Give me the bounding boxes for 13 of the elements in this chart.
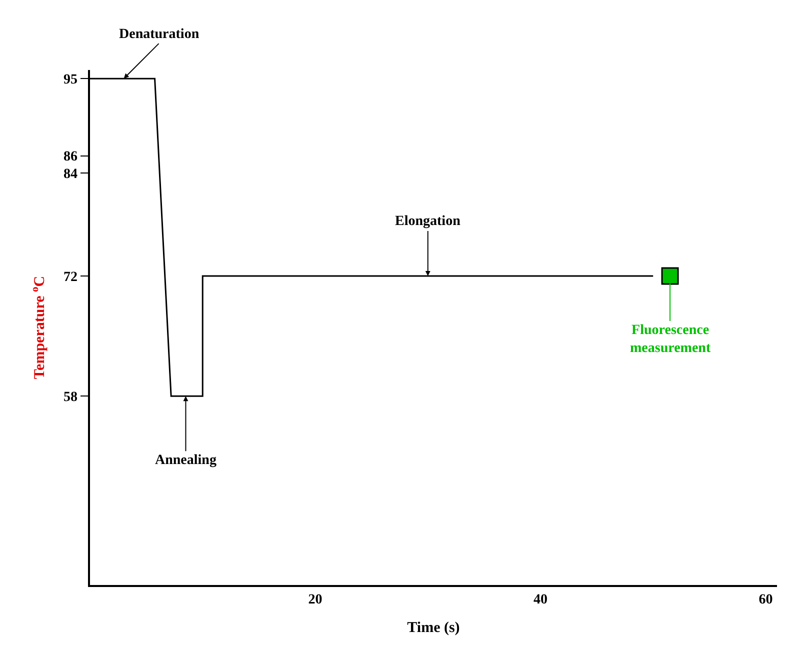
annotation: Elongation (395, 214, 461, 229)
annotation: Annealing (155, 453, 216, 468)
annotation: Denaturation (119, 27, 200, 42)
x-tick-label: 40 (533, 592, 548, 608)
annotation: Fluorescence measurement (630, 323, 711, 356)
x-axis-title: Time (s) (407, 620, 460, 636)
y-tick-label: 95 (63, 72, 78, 88)
x-tick-label: 60 (758, 592, 773, 608)
y-tick-label: 58 (63, 390, 78, 406)
y-tick-label: 86 (63, 150, 78, 165)
y-tick-label: 84 (63, 166, 78, 182)
x-tick-label: 20 (308, 592, 322, 608)
y-tick-label: 72 (63, 270, 78, 285)
